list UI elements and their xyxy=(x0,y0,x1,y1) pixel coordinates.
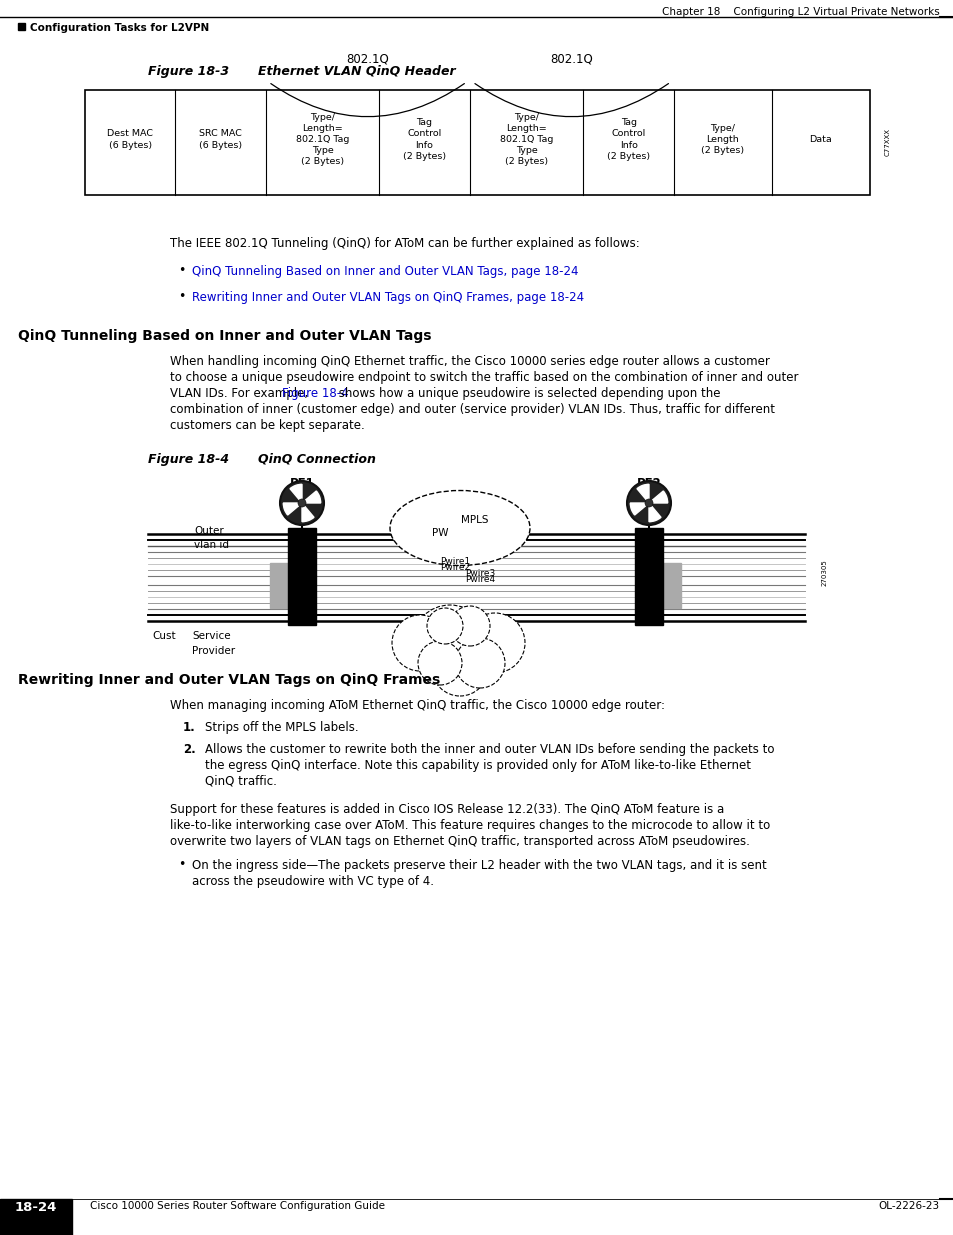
Bar xyxy=(0,1199,71,1235)
Text: Tag
Control
Info
(2 Bytes): Tag Control Info (2 Bytes) xyxy=(606,119,650,161)
Text: Cust: Cust xyxy=(152,631,175,641)
Wedge shape xyxy=(302,492,320,503)
Circle shape xyxy=(464,613,524,673)
Text: SRC MAC
(6 Bytes): SRC MAC (6 Bytes) xyxy=(198,130,242,149)
Bar xyxy=(18,23,25,30)
Text: Type/
Length
(2 Bytes): Type/ Length (2 Bytes) xyxy=(700,124,743,156)
Text: Figure 18-3: Figure 18-3 xyxy=(148,65,229,78)
Wedge shape xyxy=(302,503,314,521)
Text: •: • xyxy=(178,264,185,277)
Text: •: • xyxy=(178,290,185,303)
Text: 802.1Q: 802.1Q xyxy=(346,52,389,65)
Text: Pwire4: Pwire4 xyxy=(464,576,495,584)
Text: •: • xyxy=(178,858,185,871)
Wedge shape xyxy=(648,492,667,503)
Text: overwrite two layers of VLAN tags on Ethernet QinQ traffic, transported across A: overwrite two layers of VLAN tags on Eth… xyxy=(170,835,749,848)
Text: PE1: PE1 xyxy=(290,477,314,490)
Text: When managing incoming AToM Ethernet QinQ traffic, the Cisco 10000 edge router:: When managing incoming AToM Ethernet Qin… xyxy=(170,699,664,713)
Ellipse shape xyxy=(390,490,530,566)
Wedge shape xyxy=(283,503,302,515)
Text: Rewriting Inner and Outer VLAN Tags on QinQ Frames: Rewriting Inner and Outer VLAN Tags on Q… xyxy=(18,673,439,687)
Text: Type/
Length=
802.1Q Tag
Type
(2 Bytes): Type/ Length= 802.1Q Tag Type (2 Bytes) xyxy=(295,112,349,167)
Text: 270305: 270305 xyxy=(821,559,827,587)
Circle shape xyxy=(412,605,488,680)
Circle shape xyxy=(432,640,488,697)
Bar xyxy=(85,90,869,195)
Circle shape xyxy=(427,608,462,643)
Text: Ethernet VLAN QinQ Header: Ethernet VLAN QinQ Header xyxy=(257,65,456,78)
Text: Figure 18-4: Figure 18-4 xyxy=(148,453,229,466)
Text: Figure 18-4: Figure 18-4 xyxy=(281,387,348,400)
Text: Outer: Outer xyxy=(193,526,224,536)
Text: Rewriting Inner and Outer VLAN Tags on QinQ Frames, page 18-24: Rewriting Inner and Outer VLAN Tags on Q… xyxy=(192,291,583,304)
Text: to choose a unique pseudowire endpoint to switch the traffic based on the combin: to choose a unique pseudowire endpoint t… xyxy=(170,370,798,384)
Text: When handling incoming QinQ Ethernet traffic, the Cisco 10000 series edge router: When handling incoming QinQ Ethernet tra… xyxy=(170,354,769,368)
Text: Pwire2: Pwire2 xyxy=(439,563,470,572)
Text: 802.1Q: 802.1Q xyxy=(550,52,593,65)
Text: QinQ traffic.: QinQ traffic. xyxy=(205,776,276,788)
Text: combination of inner (customer edge) and outer (service provider) VLAN IDs. Thus: combination of inner (customer edge) and… xyxy=(170,403,774,416)
Wedge shape xyxy=(637,484,648,503)
Text: QinQ Tunneling Based on Inner and Outer VLAN Tags, page 18-24: QinQ Tunneling Based on Inner and Outer … xyxy=(192,266,578,278)
Circle shape xyxy=(455,638,504,688)
Text: Type/
Length=
802.1Q Tag
Type
(2 Bytes): Type/ Length= 802.1Q Tag Type (2 Bytes) xyxy=(499,112,553,167)
Circle shape xyxy=(450,606,490,646)
Text: Data: Data xyxy=(809,135,831,144)
Text: QinQ Connection: QinQ Connection xyxy=(257,453,375,466)
Circle shape xyxy=(392,615,448,671)
Text: C77XXX: C77XXX xyxy=(884,128,890,157)
Text: Pwire1: Pwire1 xyxy=(439,557,470,566)
Bar xyxy=(662,563,680,608)
Text: like-to-like interworking case over AToM. This feature requires changes to the m: like-to-like interworking case over AToM… xyxy=(170,819,769,832)
Text: 2.: 2. xyxy=(183,743,195,756)
Text: 1.: 1. xyxy=(183,721,195,734)
Text: Chapter 18    Configuring L2 Virtual Private Networks: Chapter 18 Configuring L2 Virtual Privat… xyxy=(661,7,939,17)
Text: QinQ Tunneling Based on Inner and Outer VLAN Tags: QinQ Tunneling Based on Inner and Outer … xyxy=(18,329,431,343)
Text: Configuration Tasks for L2VPN: Configuration Tasks for L2VPN xyxy=(30,23,209,33)
Wedge shape xyxy=(648,503,660,521)
Text: across the pseudowire with VC type of 4.: across the pseudowire with VC type of 4. xyxy=(192,876,434,888)
Bar xyxy=(288,529,315,625)
Text: Strips off the MPLS labels.: Strips off the MPLS labels. xyxy=(205,721,358,734)
Text: the egress QinQ interface. Note this capability is provided only for AToM like-t: the egress QinQ interface. Note this cap… xyxy=(205,760,750,772)
Text: vlan id: vlan id xyxy=(193,540,229,550)
Text: Allows the customer to rewrite both the inner and outer VLAN IDs before sending : Allows the customer to rewrite both the … xyxy=(205,743,774,756)
Text: Cisco 10000 Series Router Software Configuration Guide: Cisco 10000 Series Router Software Confi… xyxy=(90,1200,385,1212)
Text: PW: PW xyxy=(432,529,448,538)
Text: Service: Service xyxy=(192,631,231,641)
Text: PE2: PE2 xyxy=(636,477,660,490)
Text: Support for these features is added in Cisco IOS Release 12.2(33). The QinQ AToM: Support for these features is added in C… xyxy=(170,803,723,816)
Text: MPLS: MPLS xyxy=(460,515,488,525)
Circle shape xyxy=(626,480,670,525)
Text: Tag
Control
Info
(2 Bytes): Tag Control Info (2 Bytes) xyxy=(402,119,446,161)
Text: Dest MAC
(6 Bytes): Dest MAC (6 Bytes) xyxy=(107,130,153,149)
Text: On the ingress side—The packets preserve their L2 header with the two VLAN tags,: On the ingress side—The packets preserve… xyxy=(192,860,766,872)
Text: 18-24: 18-24 xyxy=(15,1200,57,1214)
Text: VLAN IDs. For example,: VLAN IDs. For example, xyxy=(170,387,312,400)
Circle shape xyxy=(280,480,324,525)
Bar xyxy=(270,563,288,608)
Circle shape xyxy=(644,499,652,508)
Text: OL-2226-23: OL-2226-23 xyxy=(878,1200,939,1212)
Wedge shape xyxy=(290,484,302,503)
Circle shape xyxy=(417,641,461,685)
Text: The IEEE 802.1Q Tunneling (QinQ) for AToM can be further explained as follows:: The IEEE 802.1Q Tunneling (QinQ) for ATo… xyxy=(170,237,639,249)
Wedge shape xyxy=(630,503,648,515)
Bar xyxy=(635,529,662,625)
Text: Provider: Provider xyxy=(192,646,234,656)
Text: shows how a unique pseudowire is selected depending upon the: shows how a unique pseudowire is selecte… xyxy=(335,387,720,400)
Circle shape xyxy=(297,499,306,508)
Text: customers can be kept separate.: customers can be kept separate. xyxy=(170,419,364,432)
Text: Pwire3: Pwire3 xyxy=(464,569,495,578)
